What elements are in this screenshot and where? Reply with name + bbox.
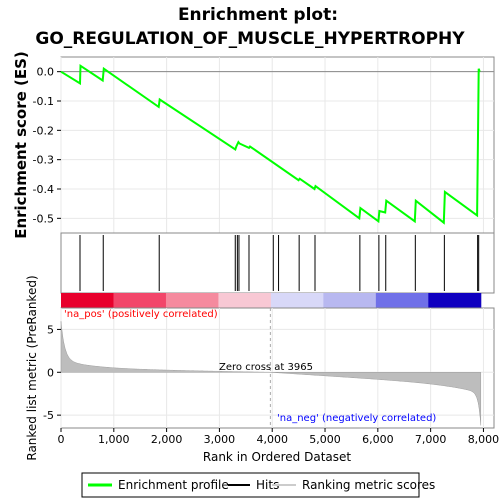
es-panel-frame — [60, 56, 495, 234]
x-tick-label: 4,000 — [256, 433, 288, 446]
metric-y-tick-label: 5 — [47, 323, 54, 336]
es-y-tick-label: -0.2 — [33, 124, 54, 137]
enrichment-profile-line — [60, 63, 481, 225]
ranking-bar-segment — [270, 293, 324, 308]
metric-y-ticks: 5 0 -5 — [43, 323, 61, 422]
x-tick-label: 5,000 — [309, 433, 341, 446]
x-tick-label: 8,000 — [468, 433, 500, 446]
legend-box — [81, 472, 420, 498]
metric-y-tick-label: -5 — [43, 409, 54, 422]
x-tick-label: 3,000 — [204, 433, 236, 446]
es-y-ticks: 0.0 -0.1 -0.2 -0.3 -0.4 -0.5 — [33, 66, 61, 225]
legend: Enrichment profile Hits Ranking metric sco… — [88, 478, 435, 492]
x-ticks: 0 1,000 2,000 3,000 4,000 5,000 6,000 7,000 8,00… — [58, 428, 500, 446]
ranking-bar-segment — [61, 293, 114, 308]
ranking-bar-segment — [375, 293, 429, 308]
ranking-bar-segment — [165, 293, 219, 308]
es-y-tick-label: 0.0 — [37, 66, 55, 79]
hits-panel-frame — [60, 232, 495, 294]
x-tick-label: 1,000 — [98, 433, 130, 446]
chart-title-line2: GO_REGULATION_OF_MUSCLE_HYPERTROPHY — [35, 29, 465, 49]
x-axis-label: Rank in Ordered Dataset — [203, 450, 351, 464]
ranking-bar-segment — [323, 293, 377, 308]
x-tick-label: 2,000 — [151, 433, 183, 446]
legend-item-label: Ranking metric scores — [302, 478, 435, 492]
es-y-tick-label: -0.1 — [33, 95, 54, 108]
hits-group — [79, 235, 480, 291]
legend-item-label: Enrichment profile — [118, 478, 229, 492]
x-tick-label: 0 — [58, 433, 65, 446]
ranking-color-bar — [61, 293, 482, 308]
x-tick-label: 7,000 — [415, 433, 447, 446]
es-y-axis-label: Enrichment score (ES) — [12, 51, 30, 239]
es-y-tick-label: -0.5 — [33, 212, 54, 225]
ranking-bar-segment — [218, 293, 272, 308]
metric-y-axis-label: Ranked list metric (PreRanked) — [25, 275, 39, 460]
ranking-bar-segment — [113, 293, 167, 308]
legend-item-label: Hits — [256, 478, 279, 492]
metric-panel-frame — [60, 307, 495, 429]
ranking-bar-segment — [428, 293, 482, 308]
es-y-tick-label: -0.3 — [33, 154, 54, 167]
zero-cross-label: Zero cross at 3965 — [219, 362, 313, 373]
metric-y-tick-label: 0 — [47, 366, 54, 379]
ranking-metric-area — [60, 321, 482, 426]
x-tick-label: 6,000 — [362, 433, 394, 446]
positive-correlation-label: 'na_pos' (positively correlated) — [64, 309, 218, 320]
es-y-tick-label: -0.4 — [33, 183, 54, 196]
chart-title-line1: Enrichment plot: — [178, 5, 338, 25]
negative-correlation-label: 'na_neg' (negatively correlated) — [277, 413, 436, 424]
